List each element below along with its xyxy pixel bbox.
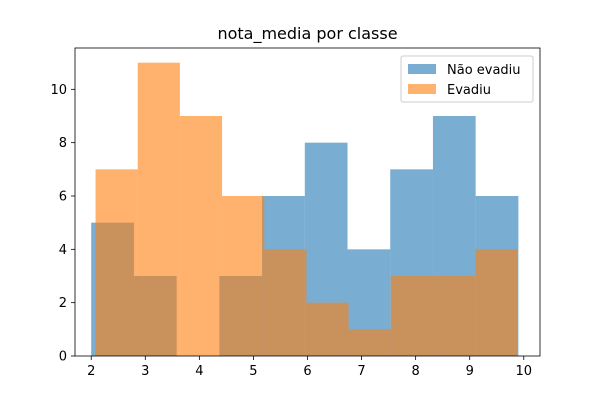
bar-evadiu-1 — [137, 62, 180, 357]
y-tick-label: 0 — [59, 350, 67, 365]
bar-evadiu-0 — [95, 169, 138, 356]
x-tick-label: 5 — [249, 364, 257, 379]
x-tick-label: 4 — [195, 364, 203, 379]
bar-evadiu-4 — [264, 249, 307, 356]
bar-evadiu-6 — [348, 329, 391, 356]
y-tick-label: 8 — [59, 136, 67, 151]
y-tick-label: 2 — [59, 296, 67, 311]
bar-evadiu-2 — [179, 116, 223, 356]
bar-evadiu-7 — [390, 276, 433, 356]
x-axis: 2 3 4 5 6 7 8 9 10 — [87, 356, 532, 379]
bar-evadiu-8 — [432, 276, 476, 356]
bar-evadiu-5 — [306, 302, 349, 356]
y-tick-label: 10 — [50, 83, 67, 98]
legend-label-nao-evadiu: Não evadiu — [447, 63, 521, 78]
x-tick-label: 3 — [141, 364, 149, 379]
legend-swatch-evadiu — [408, 84, 436, 94]
legend: Não evadiu Evadiu — [400, 55, 534, 103]
legend-label-evadiu: Evadiu — [447, 83, 491, 98]
legend-swatch-nao-evadiu — [408, 64, 436, 74]
y-tick-label: 4 — [59, 243, 67, 258]
x-tick-label: 9 — [466, 364, 474, 379]
x-tick-label: 2 — [87, 364, 95, 379]
x-tick-label: 8 — [411, 364, 419, 379]
chart-title: nota_media por classe — [217, 24, 397, 44]
y-tick-label: 6 — [59, 190, 67, 205]
x-tick-label: 6 — [303, 364, 311, 379]
x-tick-label: 7 — [357, 364, 365, 379]
y-axis: 0 2 4 6 8 10 — [50, 83, 75, 365]
x-tick-label: 10 — [516, 364, 533, 379]
bars-layer — [91, 62, 519, 357]
bar-evadiu-3 — [222, 196, 265, 356]
bar-evadiu-9 — [475, 249, 518, 356]
